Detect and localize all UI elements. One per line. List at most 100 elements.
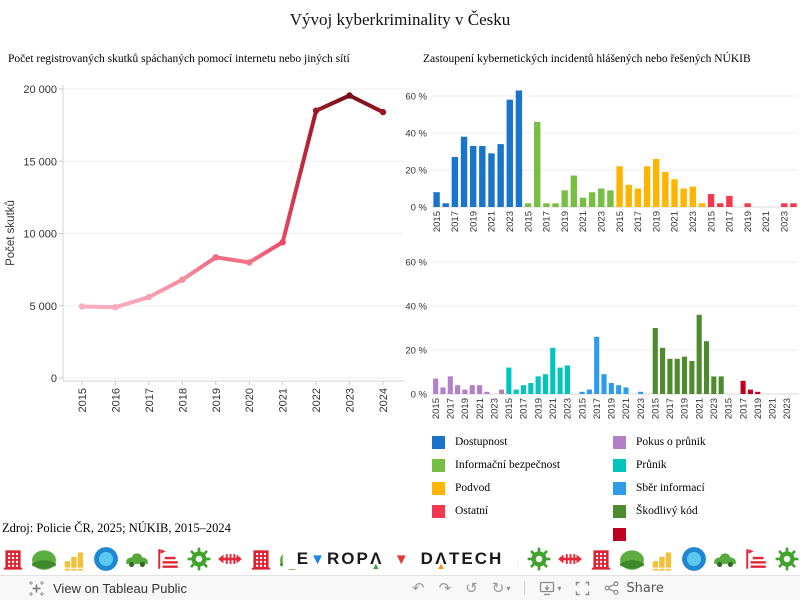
legend-label: Dostupnost [455, 436, 508, 448]
svg-text:2017: 2017 [665, 398, 676, 419]
legend-item[interactable]: Škodlivý kód [613, 505, 706, 518]
legend-column-right: Pokus o průnik Průnik Sběr informací Škodli… [613, 436, 706, 544]
logo-letter: D [420, 549, 435, 568]
svg-text:2019: 2019 [651, 211, 662, 232]
svg-text:2021: 2021 [475, 398, 486, 419]
svg-text:2015: 2015 [651, 398, 662, 419]
redo-button[interactable]: ↷ [438, 578, 452, 597]
revert-button[interactable]: ↺ [465, 578, 478, 597]
legend-swatch [432, 505, 445, 518]
legend-column-left: Dostupnost Informační bezpečnost Podvod Ost… [432, 436, 560, 528]
svg-text:2015: 2015 [432, 211, 443, 232]
logo-letter-a: ▲ Λ [370, 549, 384, 571]
svg-text:2024: 2024 [378, 388, 390, 412]
download-icon [540, 581, 555, 595]
legend-item[interactable]: Průnik [613, 459, 706, 472]
svg-text:2017: 2017 [446, 398, 457, 419]
share-button[interactable]: Share [604, 581, 664, 596]
svg-text:2023: 2023 [780, 211, 791, 232]
svg-text:2023: 2023 [563, 398, 574, 419]
legend-swatch [613, 482, 626, 495]
svg-text:2019: 2019 [680, 398, 691, 419]
legend-item[interactable]: Pokus o průnik [613, 436, 706, 449]
arrows-icon [558, 554, 582, 564]
source-note: Zdroj: Policie ČR, 2025; NÚKIB, 2015–202… [2, 521, 231, 535]
tableau-toolbar: View on Tableau Public ↶ ↷ ↺ ↻ ▾ ▾ [0, 575, 800, 600]
svg-text:2022: 2022 [311, 388, 323, 412]
svg-text:2017: 2017 [633, 211, 644, 232]
svg-text:2021: 2021 [487, 211, 498, 232]
undo-button[interactable]: ↶ [412, 578, 425, 597]
svg-text:20 %: 20 % [405, 166, 427, 177]
fullscreen-icon [576, 581, 590, 595]
logo-letter: R [326, 549, 342, 568]
refresh-button[interactable]: ↻ ▾ [491, 578, 511, 597]
svg-text:2023: 2023 [636, 398, 647, 419]
svg-text:2021: 2021 [670, 211, 681, 232]
svg-text:40 %: 40 % [405, 302, 427, 313]
svg-text:2021: 2021 [548, 398, 559, 419]
svg-text:2023: 2023 [597, 211, 608, 232]
legend-item[interactable]: Sběr informací [613, 482, 706, 495]
line-chart[interactable]: 0 5 000 10 000 15 000 20 000 2015 2016 2017 2018… [0, 70, 420, 430]
svg-text:2023: 2023 [505, 211, 516, 232]
bars-icon [652, 552, 672, 571]
chevron-down-icon: ▾ [557, 583, 562, 593]
legend-swatch [613, 505, 626, 518]
legend-label: Podvod [455, 482, 491, 494]
logo-letter: E [461, 549, 475, 568]
toolbar-actions: ↶ ↷ ↺ ↻ ▾ ▾ [412, 576, 664, 600]
svg-text:2015: 2015 [615, 211, 626, 232]
svg-text:10 000: 10 000 [23, 229, 57, 241]
fullscreen-button[interactable] [575, 581, 590, 596]
svg-text:2017: 2017 [144, 388, 156, 412]
legend-item[interactable]: Ostatní [432, 505, 560, 518]
chart-icon [746, 549, 766, 569]
svg-text:2021: 2021 [578, 211, 589, 232]
legend-swatch [432, 459, 445, 472]
logo-triangle-icon: ▼ [310, 550, 327, 568]
svg-text:2023: 2023 [782, 398, 793, 419]
share-icon [605, 581, 619, 595]
chevron-down-icon: ▾ [506, 583, 511, 593]
svg-text:2019: 2019 [607, 398, 618, 419]
svg-text:2021: 2021 [768, 398, 779, 419]
bar-chart-top[interactable]: 0 % 20 % 40 % 60 % 2015 2017 2019 2021 2023 2015 2… [395, 85, 800, 247]
svg-text:2018: 2018 [177, 388, 189, 412]
bar-chart-bottom[interactable]: 0 %20 %40 %60 %2015 2017 2019 2021 2023 2015 2… [395, 250, 800, 428]
car-icon [126, 553, 148, 568]
svg-text:2017: 2017 [592, 398, 603, 419]
svg-text:2023: 2023 [688, 211, 699, 232]
svg-text:0: 0 [51, 373, 57, 385]
building-icon [3, 550, 23, 570]
svg-text:2015: 2015 [431, 398, 442, 419]
svg-text:2021: 2021 [278, 388, 290, 412]
svg-text:2015: 2015 [706, 211, 717, 232]
legend-swatch [432, 482, 445, 495]
svg-text:2019: 2019 [533, 398, 544, 419]
legend-swatch [613, 528, 626, 541]
logo-triangle-icon: ▼ [393, 550, 411, 568]
legend-label: Informační bezpečnost [455, 459, 561, 471]
bars-icon [64, 552, 84, 571]
download-button[interactable]: ▾ [539, 581, 561, 596]
arrows-icon [218, 554, 242, 564]
svg-text:Počet skutků: Počet skutků [5, 200, 17, 266]
legend-item[interactable]: Informační bezpečnost [432, 459, 560, 472]
building-icon [591, 550, 611, 570]
legend-item[interactable]: Podvod [432, 482, 560, 495]
svg-text:2015: 2015 [77, 388, 89, 412]
logo-letter: H [488, 549, 504, 568]
legend-item[interactable]: Dostupnost [432, 436, 560, 449]
svg-text:60 %: 60 % [405, 258, 427, 269]
svg-text:2021: 2021 [761, 211, 772, 232]
legend-item[interactable] [613, 528, 706, 541]
view-on-tableau-public-link[interactable]: View on Tableau Public [28, 576, 187, 600]
svg-text:2015: 2015 [523, 211, 534, 232]
legend: Dostupnost Informační bezpečnost Podvod Ost… [420, 432, 800, 544]
logo-letter-a: ▲ Λ [435, 549, 449, 571]
legend-swatch [613, 459, 626, 472]
decorative-icons-left [0, 546, 305, 572]
logo-letter: C [474, 549, 489, 568]
